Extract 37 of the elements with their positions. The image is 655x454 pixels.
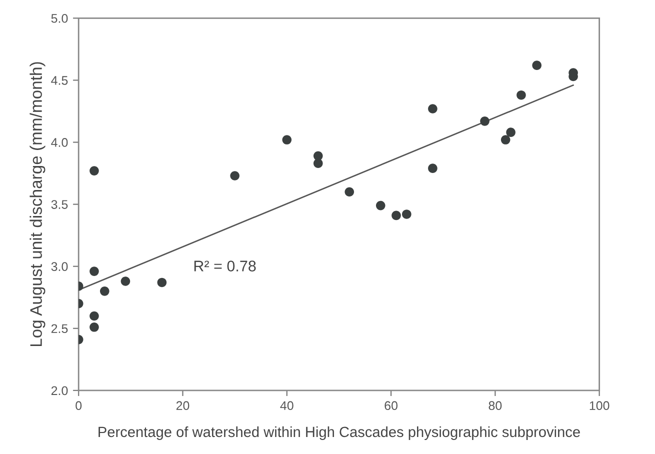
y-tick-label: 4.0	[51, 138, 68, 147]
point	[100, 286, 110, 296]
point	[532, 60, 542, 70]
x-tick-label: 60	[384, 401, 398, 410]
point	[230, 171, 240, 180]
x-tick-label: 100	[590, 401, 610, 410]
point	[313, 158, 323, 168]
point	[392, 210, 401, 220]
point	[90, 322, 99, 332]
y-axis-title: Log August unit discharge (mm/month)	[30, 62, 46, 346]
x-tick-label: 20	[176, 401, 190, 410]
point	[402, 210, 412, 219]
y-tick-label: 2.0	[51, 386, 68, 396]
point	[500, 135, 510, 144]
x-axis-title: Percentage of watershed within High Cascades physiographic subprovince	[98, 426, 580, 440]
point	[90, 311, 99, 321]
point	[516, 90, 526, 100]
point	[282, 135, 292, 144]
point	[344, 187, 354, 197]
point	[90, 166, 99, 176]
point	[428, 104, 438, 114]
point	[90, 266, 99, 276]
point	[157, 278, 167, 288]
x-tick-label: 0	[76, 401, 82, 410]
x-tick-label: 40	[280, 401, 294, 410]
point	[428, 164, 438, 173]
point	[120, 276, 130, 286]
y-tick-label: 2.5	[51, 324, 68, 334]
y-tick-label: 4.5	[51, 76, 68, 85]
y-tick-label: 5.0	[51, 14, 68, 23]
y-tick-label: 3.5	[51, 200, 68, 209]
annotation: R² = 0.78	[194, 260, 256, 272]
point	[376, 200, 386, 210]
y-tick-label: 3.0	[51, 262, 68, 271]
x-tick-label: 80	[488, 401, 502, 410]
point	[480, 116, 490, 126]
point	[506, 128, 516, 137]
